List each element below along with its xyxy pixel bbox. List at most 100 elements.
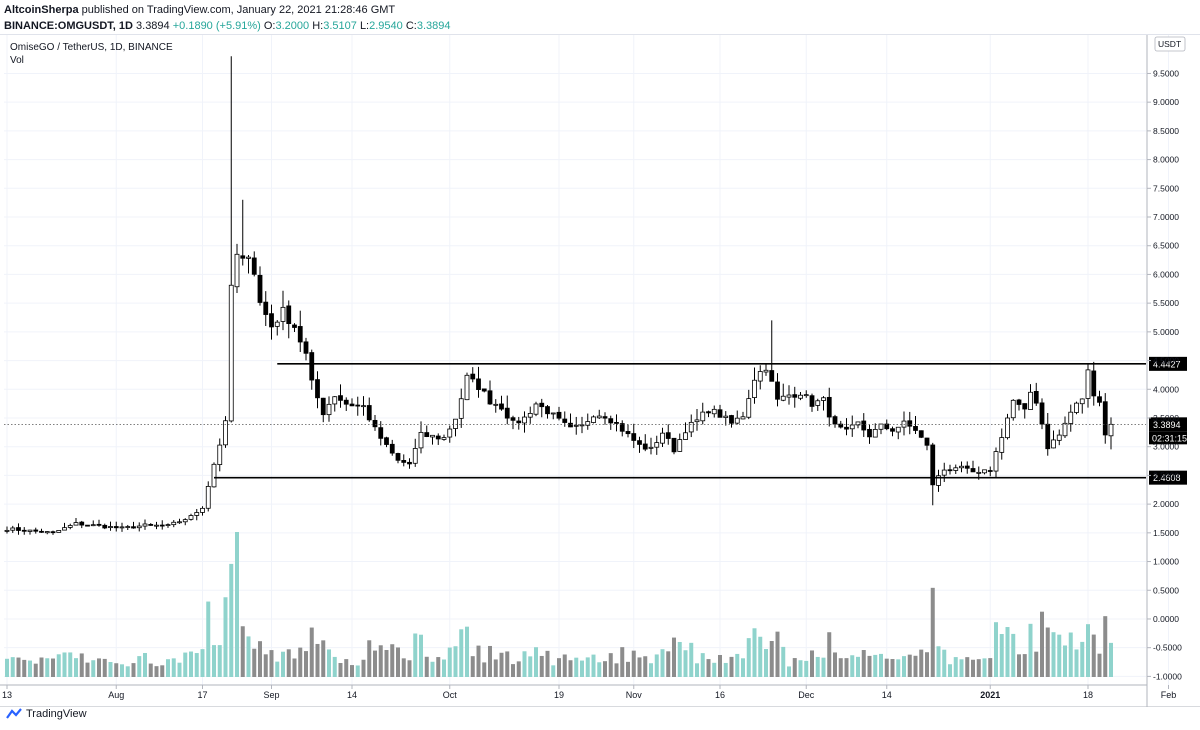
volume-bar <box>177 662 182 677</box>
volume-bar <box>263 654 268 677</box>
volume-bar <box>68 652 73 677</box>
candle-body <box>102 524 108 529</box>
volume-bar <box>436 657 441 677</box>
price-tick-label: 7.0000 <box>1153 212 1179 222</box>
candle-body <box>251 257 257 275</box>
volume-bar <box>373 650 377 677</box>
volume-bar <box>994 622 998 677</box>
candle-body <box>694 419 700 423</box>
volume-bar <box>890 659 895 677</box>
author-name[interactable]: AltcoinSherpa <box>4 4 79 16</box>
volume-bar <box>143 652 147 677</box>
volume-bar <box>861 650 866 677</box>
volume-bar <box>884 658 889 677</box>
candle-body <box>746 398 752 418</box>
candle-body <box>976 471 982 474</box>
volume-bar <box>252 648 257 677</box>
volume-bar <box>459 629 464 677</box>
volume-bar <box>804 660 809 677</box>
volume-bar <box>476 645 481 677</box>
volume-bar <box>378 645 383 677</box>
volume-bar <box>430 661 435 677</box>
volume-bar <box>516 661 521 677</box>
candle-body <box>740 416 746 420</box>
candle-body <box>1010 399 1016 419</box>
candle-body <box>458 398 464 419</box>
price-tick-label: 8.5000 <box>1153 126 1179 136</box>
candle-body <box>1051 439 1056 449</box>
candle-body <box>476 378 481 390</box>
footer-brand[interactable]: TradingView <box>6 708 87 720</box>
candle-body <box>234 253 240 288</box>
level-price-tag <box>1149 470 1187 485</box>
volume-bar <box>1045 627 1050 677</box>
volume-bar <box>5 658 9 677</box>
volume-bar <box>413 633 418 677</box>
candle-body <box>683 432 688 440</box>
candle-body <box>286 305 292 325</box>
volume-bar <box>56 654 61 677</box>
volume-bar <box>660 649 665 677</box>
volume-bar <box>355 665 360 677</box>
volume-bar <box>769 641 774 677</box>
candle-body <box>39 530 44 533</box>
chart-header: AltcoinSherpa published on TradingView.c… <box>4 2 451 34</box>
legend-title: OmiseGO / TetherUS, 1D, BINANCE <box>10 42 173 53</box>
volume-bar <box>902 656 906 677</box>
volume-bar <box>528 656 533 677</box>
volume-bar <box>689 642 694 677</box>
candle-body <box>384 437 389 445</box>
time-tick-label: 14 <box>882 690 892 700</box>
volume-bar <box>930 587 935 677</box>
candle-body <box>56 530 62 533</box>
candle-body <box>786 394 792 398</box>
volume-bar <box>350 665 354 677</box>
volume-bar <box>304 651 308 677</box>
volume-bar <box>321 640 326 677</box>
volume-bar <box>154 666 159 677</box>
volume-bar <box>700 653 705 677</box>
volume-bar <box>45 658 50 677</box>
volume-bar <box>746 638 751 677</box>
candle-body <box>924 437 930 446</box>
candle-body <box>4 529 10 532</box>
volume-bar <box>1040 611 1044 677</box>
volume-bar <box>194 653 199 677</box>
time-tick-label: 19 <box>554 690 564 700</box>
volume-bar <box>419 634 423 677</box>
volume-bar <box>654 654 659 677</box>
price-tick-label: 7.5000 <box>1153 183 1179 193</box>
candle-body <box>200 507 205 513</box>
candle-body <box>182 519 188 523</box>
price-tick-label: 0.0000 <box>1153 614 1179 624</box>
candle-body <box>867 428 872 438</box>
last-price-label: 3.3894 <box>1153 420 1181 430</box>
candle-body <box>729 415 734 424</box>
candle-body <box>585 421 591 426</box>
candle-body <box>154 524 159 527</box>
time-tick-label: 14 <box>347 690 357 700</box>
price-chart[interactable]: 4.4427 2.4608 3.3894 02:31:15 13 Aug 17 Sep 14 O… <box>0 35 1200 707</box>
volume-bar <box>1063 645 1067 677</box>
volume-bar <box>792 658 797 677</box>
candle-body <box>562 418 568 423</box>
volume-bar <box>74 658 78 677</box>
candle-body <box>671 437 677 453</box>
price-tick-label: 9.5000 <box>1153 68 1179 78</box>
candle-body <box>136 525 142 529</box>
currency-label: USDT <box>1158 39 1181 49</box>
close-value: 3.3894 <box>416 20 451 32</box>
candle-body <box>573 424 579 427</box>
candle-body <box>177 521 182 524</box>
volume-bar <box>712 662 717 677</box>
volume-bar <box>603 661 607 677</box>
time-tick-label: Nov <box>626 690 643 700</box>
candle-body <box>1033 390 1039 404</box>
candle-body <box>21 529 27 532</box>
candle-body <box>522 416 527 424</box>
volume-bar <box>309 627 314 677</box>
time-tick-label: 16 <box>715 690 725 700</box>
candle-body <box>757 371 763 382</box>
volume-bar <box>723 662 728 677</box>
low-label: L: <box>359 20 370 32</box>
